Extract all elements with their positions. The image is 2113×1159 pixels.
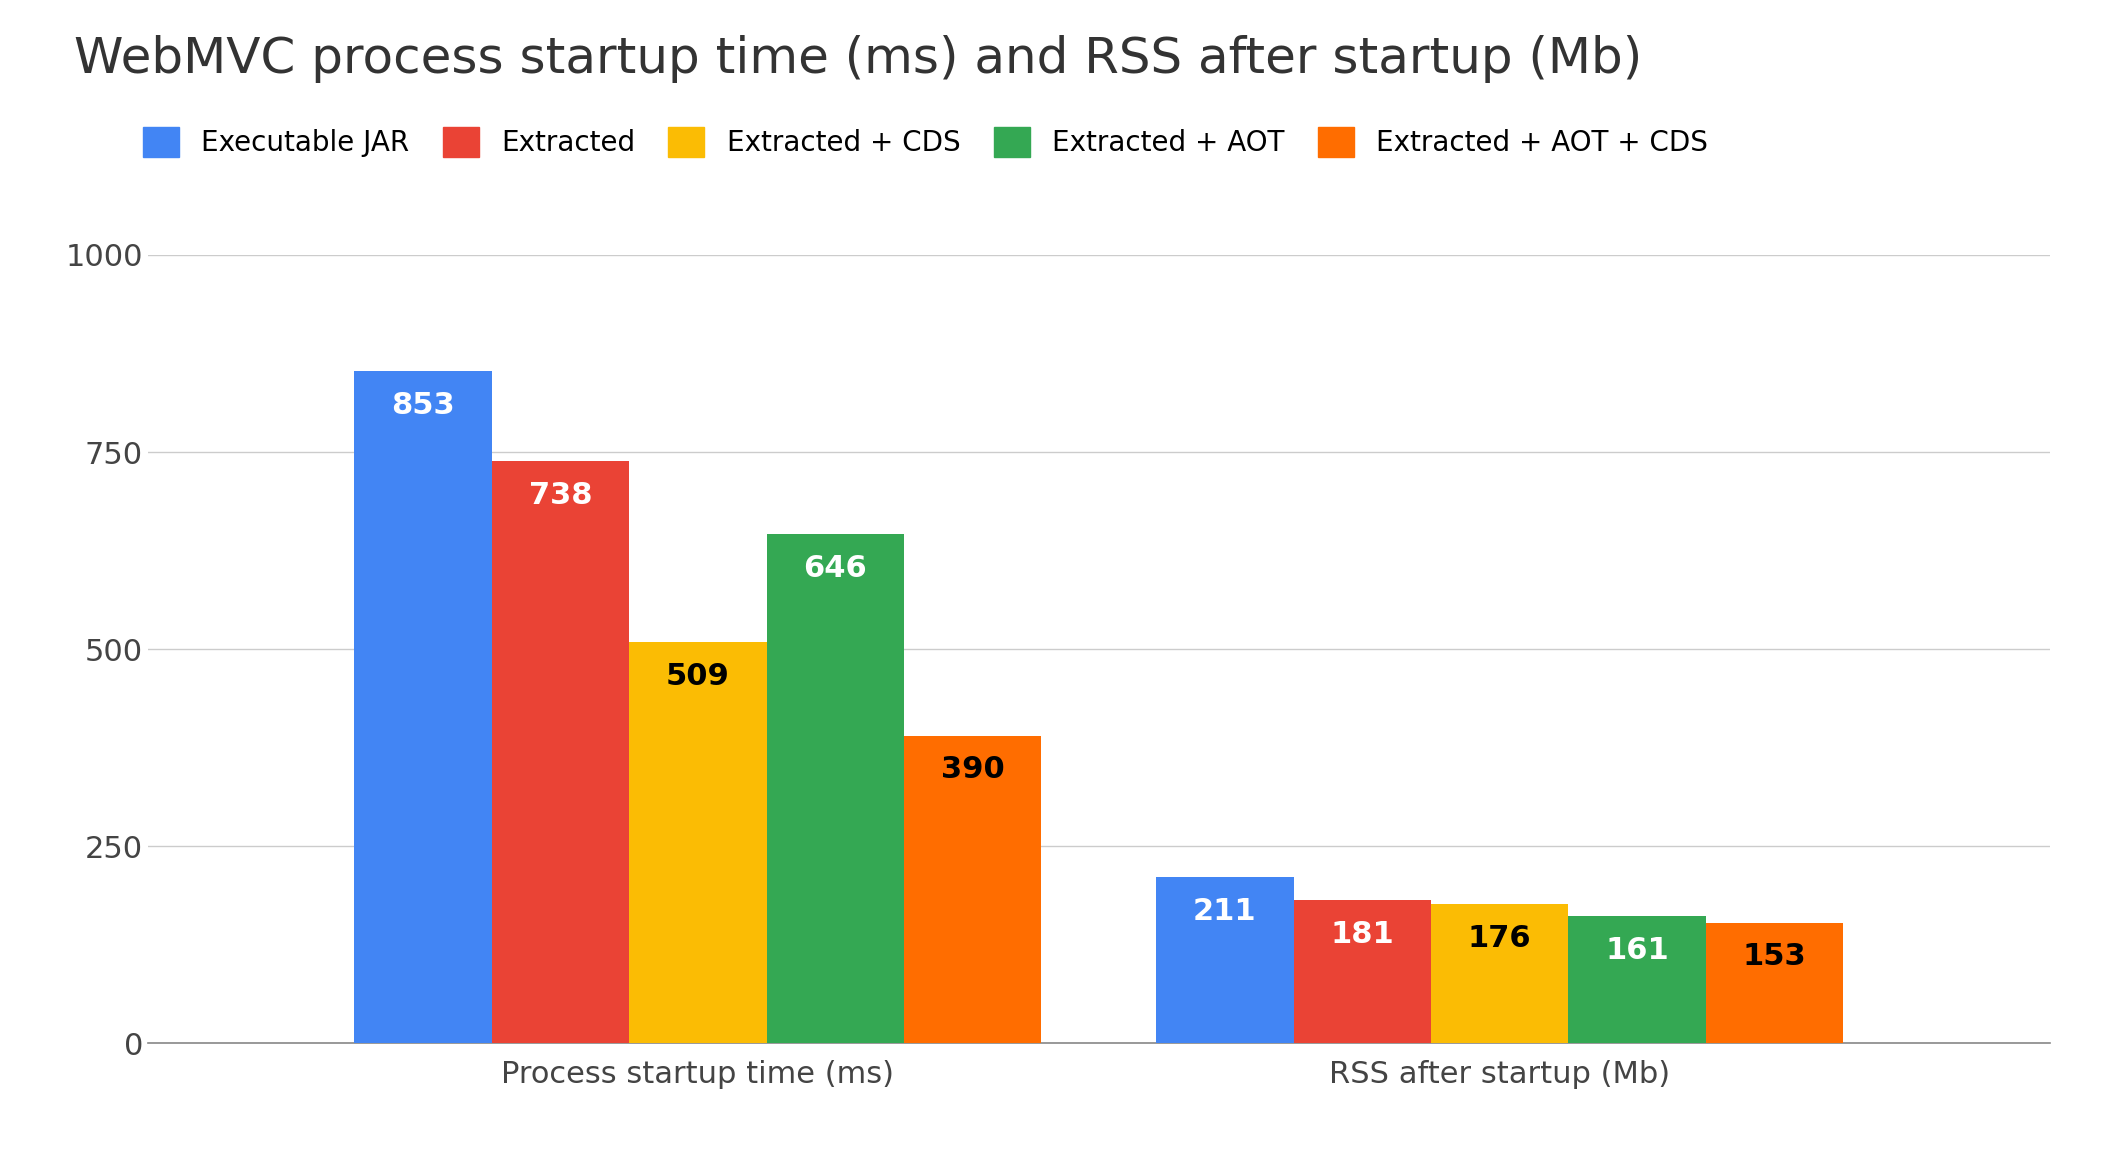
Bar xyxy=(1156,877,1293,1043)
Bar xyxy=(1431,904,1568,1043)
Text: 738: 738 xyxy=(528,481,592,510)
Bar xyxy=(1568,917,1705,1043)
Bar xyxy=(355,371,492,1043)
Text: 646: 646 xyxy=(803,554,866,583)
Text: 161: 161 xyxy=(1606,936,1669,965)
Legend: Executable JAR, Extracted, Extracted + CDS, Extracted + AOT, Extracted + AOT + C: Executable JAR, Extracted, Extracted + C… xyxy=(144,127,1707,158)
Bar xyxy=(1293,901,1431,1043)
Text: 181: 181 xyxy=(1331,920,1395,949)
Text: 176: 176 xyxy=(1469,924,1532,953)
Text: 211: 211 xyxy=(1194,897,1257,926)
Text: 153: 153 xyxy=(1743,942,1807,971)
Bar xyxy=(630,642,767,1043)
Text: WebMVC process startup time (ms) and RSS after startup (Mb): WebMVC process startup time (ms) and RSS… xyxy=(74,35,1642,82)
Text: 509: 509 xyxy=(666,662,729,691)
Bar xyxy=(1705,923,1843,1043)
Bar xyxy=(767,534,904,1043)
Text: 853: 853 xyxy=(391,391,454,420)
Bar xyxy=(492,461,630,1043)
Bar xyxy=(904,736,1042,1043)
Text: 390: 390 xyxy=(940,756,1004,785)
